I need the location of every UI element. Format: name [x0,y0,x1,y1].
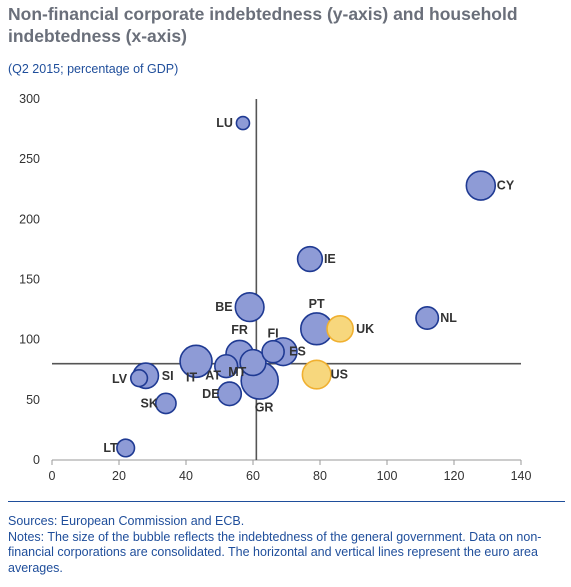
bubble-de [217,381,243,407]
bubble-label-lv: LV [112,372,128,386]
y-tick-label: 100 [19,333,40,347]
bubble-label-gr: GR [255,401,274,415]
x-tick-label: 120 [444,469,465,483]
bubble-us [301,359,332,390]
bubble-mt [214,353,239,379]
bubble-label-lu: LU [216,116,233,130]
notes-text: Notes: The size of the bubble reflects t… [8,529,542,575]
bubble-labels: LU CY IE BE PT UK NL FR FI ES MT AT IT US LV SI DE GR SK LT [103,116,514,455]
bubble-lt [116,438,136,458]
bubble-label-it: IT [186,370,197,384]
bubble-lu [235,115,251,131]
x-tick-label: 40 [179,469,193,483]
bubble-cy [465,170,497,201]
bubble-chart: 0 50 100 150 200 250 300 0 20 40 60 80 100 120 140 LU C… [19,92,531,483]
bubble-label-cy: CY [497,179,515,193]
bubble-label-ie: IE [324,252,336,266]
y-tick-label: 50 [26,393,40,407]
axes: 0 50 100 150 200 250 300 0 20 40 60 80 100 120 140 [19,92,531,483]
bubble-label-si: SI [162,369,174,383]
bubble-label-at: AT [205,369,221,383]
bubble-at [239,348,267,377]
bubble-label-mt: MT [228,365,246,379]
bubble-label-us: US [331,368,348,382]
x-tick-label: 100 [377,469,398,483]
bubble-fi [261,339,285,364]
bubble-label-sk: SK [141,396,158,410]
bubble-label-nl: NL [440,311,457,325]
footer-divider [8,501,565,502]
chart-title: Non-financial corporate indebtedness (y-… [8,4,518,46]
bubble-it [179,344,213,379]
y-tick-label: 0 [33,453,40,467]
bubble-sk [154,392,177,415]
x-tick-label: 0 [49,469,56,483]
bubble-label-fr: FR [231,323,248,337]
bubble-label-uk: UK [356,322,374,336]
bubble-label-es: ES [289,345,306,359]
y-tick-label: 300 [19,92,40,106]
bubble-label-fi: FI [268,327,279,341]
bubbles [116,115,497,458]
y-tick-label: 150 [19,273,40,287]
y-tick-label: 200 [19,212,40,226]
y-tick-label: 250 [19,152,40,166]
bubble-ie [296,245,324,273]
bubble-lv [129,369,149,388]
chart-subtitle: (Q2 2015; percentage of GDP) [8,62,179,76]
x-tick-label: 60 [246,469,260,483]
x-tick-label: 140 [511,469,532,483]
x-tick-label: 80 [313,469,327,483]
sources-note: Sources: European Commission and ECB. [8,514,245,528]
footer: Sources: European Commission and ECB. No… [8,514,563,576]
bubble-label-be: BE [215,300,232,314]
x-tick-label: 20 [112,469,126,483]
bubble-label-pt: PT [309,297,325,311]
bubble-label-lt: LT [103,441,118,455]
bubble-label-de: DE [202,387,219,401]
bubble-be [234,292,265,323]
bubble-nl [415,305,440,331]
bubble-uk [326,314,354,343]
